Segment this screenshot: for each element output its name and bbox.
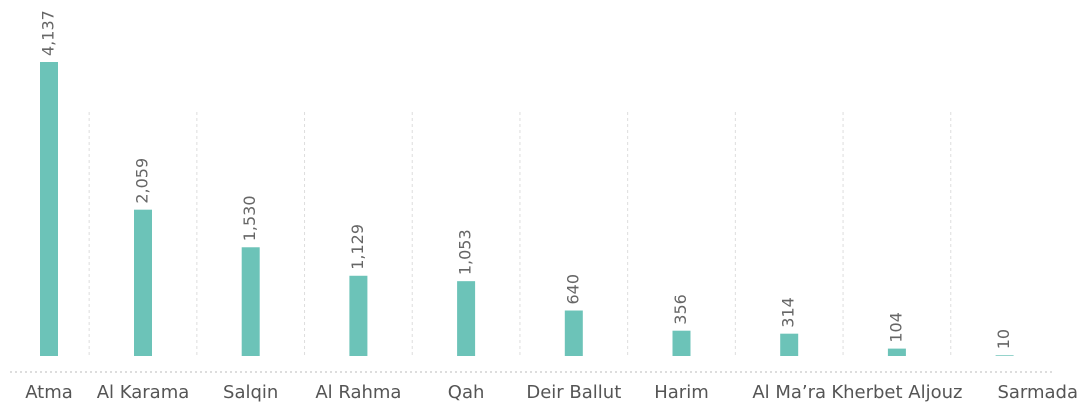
- x-tick-label: Qah: [448, 382, 485, 403]
- value-label: 1,129: [348, 224, 367, 270]
- value-label: 1,530: [240, 195, 259, 241]
- x-tick-label: Deir Ballut: [526, 382, 621, 403]
- bar: [780, 333, 799, 356]
- value-label: 1,053: [456, 229, 475, 275]
- x-tick-label: Harim: [654, 382, 709, 403]
- x-tick-label: Al Ma’ra: [752, 382, 826, 403]
- value-label: 640: [563, 274, 582, 305]
- value-label: 4,137: [39, 10, 58, 56]
- value-label: 2,059: [133, 158, 152, 204]
- value-label: 314: [779, 297, 798, 328]
- value-label: 104: [886, 312, 905, 343]
- value-label: 10: [994, 329, 1013, 349]
- bar: [134, 209, 152, 356]
- bar: [241, 247, 260, 356]
- bar: [457, 281, 476, 356]
- bar: [672, 330, 691, 356]
- bar: [40, 62, 58, 356]
- value-label: 356: [671, 294, 690, 325]
- x-tick-label: Al Karama: [97, 382, 190, 403]
- bar: [564, 310, 583, 356]
- x-tick-label: Atma: [25, 382, 73, 403]
- bar: [887, 348, 906, 356]
- x-tick-label: Salqin: [223, 382, 278, 403]
- bar: [995, 355, 1014, 356]
- x-tick-label: Kherbet Aljouz: [831, 382, 962, 403]
- bar: [349, 275, 368, 356]
- x-tick-label: Al Rahma: [315, 382, 401, 403]
- x-tick-label: Sarmada: [997, 382, 1078, 403]
